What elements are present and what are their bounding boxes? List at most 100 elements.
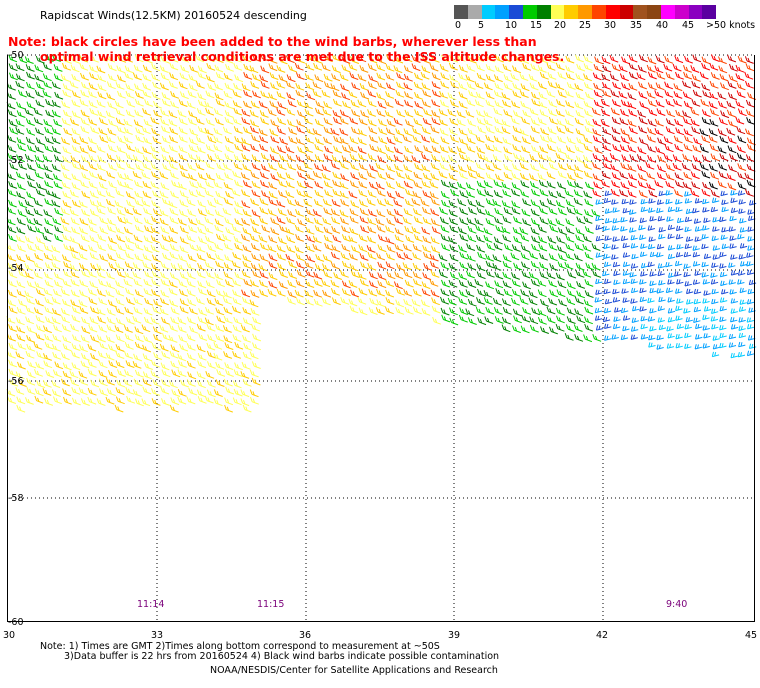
- wind-barb: [116, 125, 126, 134]
- wind-barb: [421, 56, 431, 64]
- wind-barb: [522, 63, 532, 71]
- wind-barb: [458, 64, 468, 73]
- wind-barb: [233, 162, 243, 170]
- wind-barb: [591, 107, 601, 116]
- wind-barb: [664, 144, 674, 153]
- wind-barb: [421, 134, 431, 143]
- wind-barb: [350, 172, 360, 180]
- scale-segment: [647, 5, 661, 19]
- wind-barb: [537, 65, 547, 73]
- wind-barb: [294, 62, 304, 71]
- wind-barb: [88, 136, 97, 145]
- wind-barb: [610, 163, 620, 172]
- wind-barb: [727, 54, 737, 63]
- scale-label: 35: [630, 20, 643, 31]
- wind-barb: [564, 152, 574, 161]
- wind-barb: [521, 145, 531, 154]
- wind-barb: [160, 145, 170, 154]
- wind-barb: [673, 91, 683, 99]
- wind-barb: [673, 83, 683, 92]
- wind-barb: [512, 65, 521, 74]
- wind-barb: [647, 56, 657, 65]
- wind-barb: [159, 171, 169, 180]
- wind-barb: [530, 163, 540, 172]
- wind-barb: [466, 144, 476, 153]
- wind-barb: [404, 109, 414, 118]
- scale-label: 30: [604, 20, 617, 31]
- lat-label: -60: [8, 617, 24, 628]
- wind-barb: [79, 98, 89, 107]
- wind-barb: [323, 101, 333, 109]
- wind-barb: [718, 100, 727, 109]
- wind-barb: [7, 152, 17, 161]
- wind-barb: [396, 81, 405, 90]
- wind-barb: [691, 99, 701, 107]
- scale-label: 0: [455, 20, 462, 31]
- wind-barb: [42, 90, 52, 98]
- wind-barb: [134, 98, 144, 107]
- wind-barb: [34, 154, 44, 163]
- wind-barb: [485, 74, 495, 82]
- wind-barb: [124, 173, 134, 181]
- wind-barb: [485, 163, 495, 172]
- wind-barb: [349, 136, 359, 145]
- wind-barb: [314, 118, 324, 127]
- wind-barb: [286, 107, 296, 116]
- wind-barb: [546, 63, 556, 71]
- wind-barb: [351, 126, 360, 135]
- wind-barb: [394, 163, 403, 172]
- wind-barb: [565, 145, 575, 154]
- wind-barb: [386, 154, 395, 162]
- wind-barb: [431, 110, 441, 118]
- wind-barb: [321, 63, 331, 72]
- wind-barb: [24, 56, 34, 64]
- wind-barb: [70, 155, 80, 164]
- wind-barb: [34, 74, 44, 82]
- wind-barb: [601, 73, 611, 82]
- wind-barb: [34, 64, 44, 73]
- wind-barb: [168, 110, 178, 119]
- wind-barb: [214, 153, 224, 161]
- wind-barb: [512, 144, 522, 152]
- wind-barb: [693, 137, 703, 146]
- wind-barb: [547, 135, 557, 144]
- wind-barb: [323, 54, 333, 63]
- wind-barb: [475, 54, 485, 63]
- wind-barb: [736, 82, 746, 91]
- scale-segment: [467, 5, 482, 19]
- wind-barb: [151, 127, 161, 136]
- wind-barb: [655, 55, 665, 64]
- wind-barb: [314, 144, 324, 152]
- wind-barb: [234, 136, 244, 144]
- scale-segment: [564, 5, 579, 19]
- wind-barb: [376, 72, 386, 81]
- wind-barb: [746, 117, 756, 125]
- wind-barb: [286, 74, 296, 83]
- wind-barb: [15, 80, 25, 89]
- wind-barb: [305, 172, 315, 181]
- wind-barb: [512, 163, 521, 172]
- wind-barb: [195, 154, 205, 163]
- wind-barb: [107, 144, 117, 153]
- wind-barb: [250, 171, 260, 180]
- wind-barb: [602, 89, 612, 98]
- wind-barb: [502, 54, 511, 63]
- wind-barb: [384, 145, 394, 153]
- wind-barb: [537, 81, 547, 90]
- wind-barb: [260, 117, 269, 125]
- wind-barb: [51, 136, 61, 145]
- wind-barb: [99, 135, 109, 143]
- scale-segment: [688, 5, 703, 19]
- wind-barb: [593, 82, 603, 91]
- wind-barb: [393, 135, 403, 144]
- wind-barb: [594, 56, 604, 65]
- wind-barb: [441, 54, 450, 63]
- wind-barb: [161, 135, 171, 144]
- wind-barb: [519, 73, 529, 81]
- wind-barb: [403, 54, 413, 63]
- wind-barb: [224, 172, 234, 181]
- wind-barb: [620, 108, 629, 117]
- wind-barb: [296, 99, 306, 108]
- wind-barb: [378, 127, 388, 135]
- wind-barb: [161, 154, 171, 163]
